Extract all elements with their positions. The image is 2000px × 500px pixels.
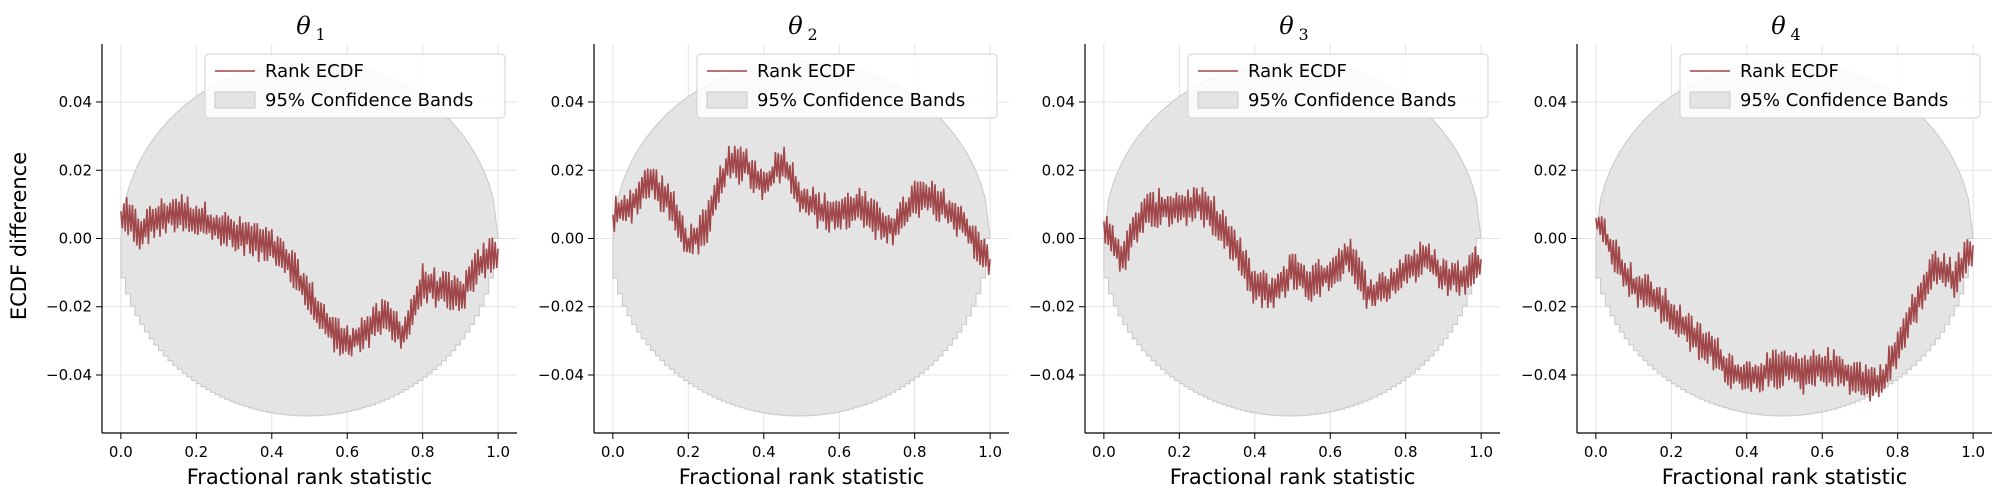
y-tick-label: 0.00	[59, 230, 92, 248]
x-tick-label: 0.4	[1735, 443, 1759, 461]
y-tick-label: 0.00	[551, 230, 584, 248]
legend-label-confidence-bands: 95% Confidence Bands	[757, 90, 965, 111]
y-tick-label: −0.04	[1521, 366, 1567, 384]
y-tick-label: 0.04	[551, 93, 584, 111]
x-axis-label: Fractional rank statistic	[1170, 465, 1416, 489]
legend-label-rank-ecdf: Rank ECDF	[757, 61, 856, 82]
legend-label-rank-ecdf: Rank ECDF	[1248, 61, 1347, 82]
chart-panel-4: 0.0 0.2 0.4 0.6 0.8 1.0 −0.04 −0.02 0.00 0.02 0.04…	[1521, 12, 1992, 489]
chart-title: θ	[1279, 12, 1294, 40]
legend-band-swatch	[1197, 91, 1239, 109]
y-tick-label: 0.02	[551, 161, 584, 179]
y-tick-label: −0.04	[1029, 366, 1075, 384]
ecdf-line	[1595, 216, 1974, 402]
x-tick-label: 0.2	[676, 443, 700, 461]
x-axis-label: Fractional rank statistic	[679, 465, 925, 489]
chart-title-subscript: 4	[1791, 25, 1801, 44]
x-tick-label: 0.2	[184, 443, 208, 461]
legend-label-rank-ecdf: Rank ECDF	[1740, 61, 1839, 82]
x-tick-label: 0.0	[601, 443, 625, 461]
x-tick-label: 0.6	[827, 443, 851, 461]
y-axis-label: ECDF difference	[7, 152, 31, 320]
x-tick-label: 0.8	[1886, 443, 1910, 461]
chart-title: θ	[296, 12, 311, 40]
legend-label-rank-ecdf: Rank ECDF	[265, 61, 364, 82]
y-tick-label: 0.04	[1042, 93, 1075, 111]
y-tick-label: 0.00	[1534, 230, 1567, 248]
x-tick-label: 0.6	[335, 443, 359, 461]
x-tick-label: 0.4	[1243, 443, 1267, 461]
legend-label-confidence-bands: 95% Confidence Bands	[265, 90, 473, 111]
chart-title: θ	[1771, 12, 1786, 40]
x-tick-label: 0.0	[1584, 443, 1608, 461]
legend-box	[1679, 53, 1981, 119]
x-axis-label: Fractional rank statistic	[1662, 465, 1908, 489]
legend-band-swatch	[1689, 91, 1731, 109]
y-tick-label: −0.04	[538, 366, 584, 384]
y-tick-label: 0.02	[1042, 161, 1075, 179]
chart-title-subscript: 3	[1299, 25, 1309, 44]
x-tick-label: 0.2	[1167, 443, 1191, 461]
chart-title-subscript: 2	[808, 25, 818, 44]
x-tick-label: 1.0	[978, 443, 1002, 461]
legend-label-confidence-bands: 95% Confidence Bands	[1740, 90, 1948, 111]
x-tick-label: 0.8	[903, 443, 927, 461]
y-tick-label: 0.04	[1534, 93, 1567, 111]
x-tick-label: 0.2	[1659, 443, 1683, 461]
y-tick-label: 0.00	[1042, 230, 1075, 248]
x-tick-label: 1.0	[1469, 443, 1493, 461]
chart-panel-1: 0.0 0.2 0.4 0.6 0.8 1.0 −0.04 −0.02 0.00 0.02 0.04…	[46, 12, 517, 489]
x-tick-label: 0.6	[1318, 443, 1342, 461]
y-tick-label: 0.02	[59, 161, 92, 179]
x-tick-label: 0.4	[260, 443, 284, 461]
x-tick-label: 1.0	[486, 443, 510, 461]
x-tick-label: 0.0	[109, 443, 133, 461]
x-tick-label: 0.8	[411, 443, 435, 461]
legend-label-confidence-bands: 95% Confidence Bands	[1248, 90, 1456, 111]
x-tick-label: 0.6	[1810, 443, 1834, 461]
ecdf-line	[120, 193, 499, 357]
y-tick-label: 0.04	[59, 93, 92, 111]
ecdf-line	[612, 145, 991, 275]
x-tick-label: 0.0	[1092, 443, 1116, 461]
y-tick-label: −0.02	[1029, 298, 1075, 316]
chart-title-subscript: 1	[316, 25, 326, 44]
legend-band-swatch	[706, 91, 748, 109]
legend-band-swatch	[214, 91, 256, 109]
ecdf-line	[1103, 186, 1482, 309]
legend-box	[1187, 53, 1489, 119]
x-tick-label: 0.8	[1394, 443, 1418, 461]
x-tick-label: 1.0	[1961, 443, 1985, 461]
legend-box	[204, 53, 506, 119]
x-tick-label: 0.4	[752, 443, 776, 461]
y-tick-label: −0.02	[46, 298, 92, 316]
y-tick-label: 0.02	[1534, 161, 1567, 179]
x-axis-label: Fractional rank statistic	[187, 465, 433, 489]
legend-box	[696, 53, 998, 119]
y-tick-label: −0.02	[538, 298, 584, 316]
y-tick-label: −0.04	[46, 366, 92, 384]
chart-panel-3: 0.0 0.2 0.4 0.6 0.8 1.0 −0.04 −0.02 0.00 0.02 0.04…	[1029, 12, 1500, 489]
y-tick-label: −0.02	[1521, 298, 1567, 316]
chart-title: θ	[788, 12, 803, 40]
chart-panel-2: 0.0 0.2 0.4 0.6 0.8 1.0 −0.04 −0.02 0.00 0.02 0.04…	[538, 12, 1009, 489]
